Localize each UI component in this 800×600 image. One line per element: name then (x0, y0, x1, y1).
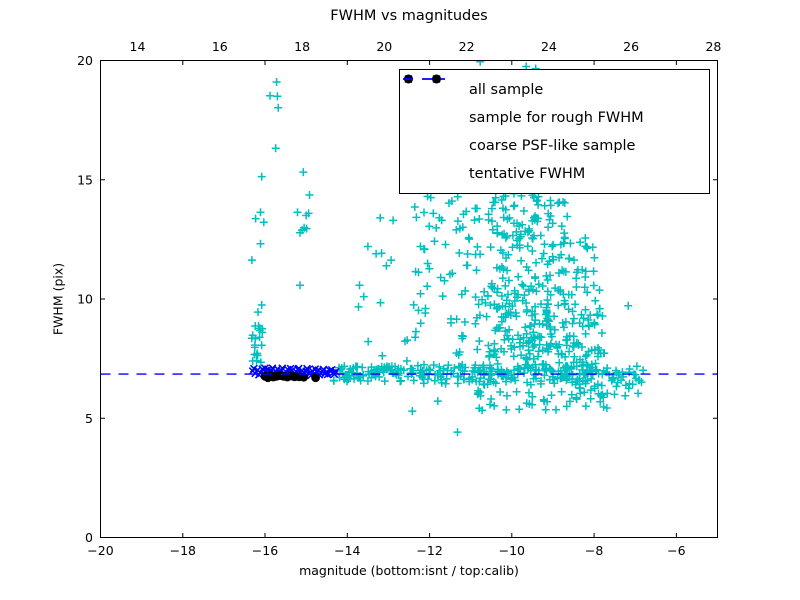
scatter-layer (100, 60, 718, 437)
x-tick-label: −12 (416, 543, 442, 558)
legend-label: tentative FWHM (469, 166, 586, 182)
top-tick-label: 26 (623, 39, 639, 54)
y-axis-label: FWHM (pix) (50, 262, 66, 336)
legend-label: coarse PSF-like sample (469, 138, 636, 154)
legend-item-psf-sample: coarse PSF-like sample (404, 74, 709, 160)
y-tick-label: 15 (77, 172, 93, 187)
tick-labels: −20 −18 −16 −14 −12 −10 −8 −6 14 16 18 20 22 24 26 28 0 5… (77, 39, 721, 558)
x-tick-label: −18 (170, 543, 196, 558)
x-axis-label: magnitude (bottom:isnt / top:calib) (299, 563, 519, 578)
top-tick-label: 24 (541, 39, 557, 54)
y-tick-label: 20 (77, 53, 93, 68)
x-tick-label: −10 (499, 543, 525, 558)
legend-item-tentative-fwhm: tentative FWHM (403, 78, 709, 188)
y-tick-label: 0 (85, 530, 93, 545)
scatter-all-sample (247, 60, 648, 437)
x-tick-label: −14 (334, 543, 360, 558)
x-tick-label: −16 (252, 543, 278, 558)
x-tick-label: −8 (585, 543, 603, 558)
x-tick-label: −6 (667, 543, 685, 558)
top-tick-label: 28 (705, 39, 721, 54)
legend: all sample sample for rough FWHM coarse … (399, 69, 710, 194)
x-tick-label: −20 (87, 543, 113, 558)
top-tick-label: 20 (376, 39, 392, 54)
legend-item-all-sample: all sample (404, 74, 709, 104)
top-tick-label: 18 (294, 39, 310, 54)
y-tick-label: 5 (85, 411, 93, 426)
legend-item-rough-fwhm: sample for rough FWHM (404, 74, 709, 132)
chart-title: FWHM vs magnitudes (330, 8, 488, 24)
legend-label: sample for rough FWHM (469, 110, 644, 126)
y-tick-label: 10 (77, 292, 93, 307)
top-tick-label: 14 (130, 39, 146, 54)
legend-label: all sample (469, 82, 544, 98)
axis-ticks (100, 60, 718, 538)
top-tick-label: 22 (459, 39, 475, 54)
top-tick-label: 16 (212, 39, 228, 54)
scatter-psf-like (260, 371, 320, 383)
